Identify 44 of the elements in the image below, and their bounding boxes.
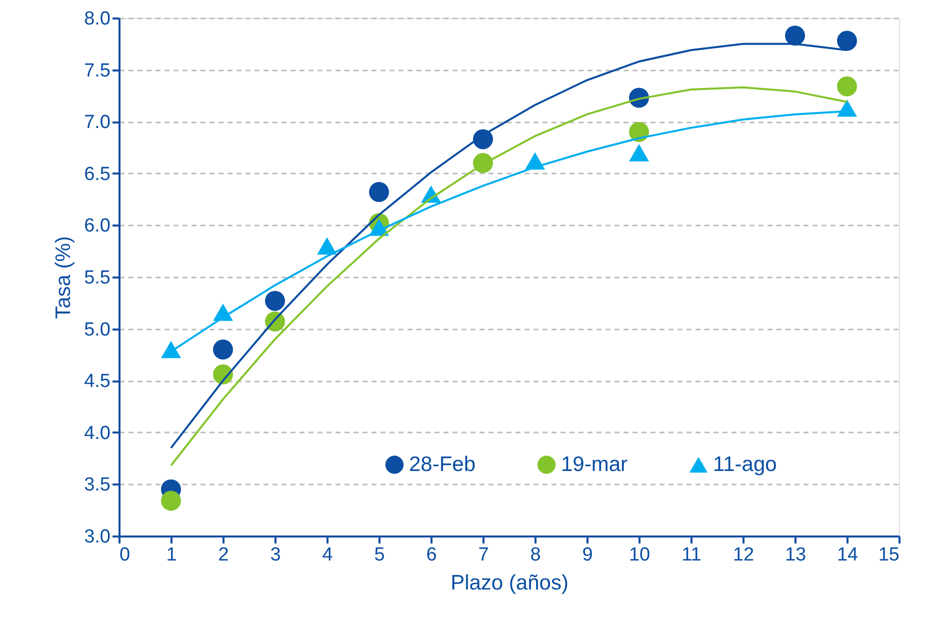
y-tick-label: 5.0	[84, 319, 110, 340]
x-tick-label: 2	[218, 544, 229, 566]
point	[161, 490, 181, 511]
legend-label: 11-ago	[713, 452, 777, 476]
x-tick-label: 11	[682, 544, 702, 566]
x-tick-label: 0	[120, 544, 130, 566]
x-tick-label: 15	[878, 544, 900, 566]
x-tick-label: 10	[628, 544, 650, 566]
x-tick-label: 8	[530, 544, 541, 566]
x-tick-label: 9	[582, 544, 593, 566]
point	[629, 144, 649, 162]
point	[213, 340, 233, 360]
legend-label: 19-mar	[561, 452, 628, 476]
y-tick-label: 3.0	[84, 526, 110, 548]
y-tick-label: 6.5	[84, 164, 110, 185]
y-tick-label: 6.0	[84, 216, 110, 237]
x-tick-label: 13	[784, 544, 806, 566]
point	[837, 30, 857, 51]
point	[265, 290, 285, 311]
y-tick-label: 4.5	[84, 371, 110, 392]
point	[317, 237, 337, 255]
point	[785, 26, 805, 46]
point	[837, 99, 857, 117]
y-axis-title: Tasa (%)	[52, 236, 76, 319]
point	[837, 76, 857, 96]
y-tick-label: 8.0	[84, 8, 110, 30]
x-axis-title: Plazo (años)	[450, 572, 568, 594]
x-tick-label: 6	[426, 544, 437, 566]
y-tick-label: 5.5	[84, 268, 110, 288]
legend-label: 28-Feb	[409, 452, 476, 476]
point	[369, 182, 389, 202]
point	[161, 340, 181, 358]
y-tick-label: 7.0	[84, 112, 110, 134]
x-tick-label: 7	[478, 544, 489, 566]
y-tick-label: 3.5	[84, 474, 110, 496]
x-tick-label: 4	[322, 544, 334, 566]
point	[629, 122, 649, 142]
x-tick-label: 1	[166, 544, 177, 566]
x-tick-label: 14	[836, 544, 858, 566]
y-tick-label: 4.0	[84, 422, 110, 444]
x-tick-label: 12	[732, 544, 754, 566]
x-tick-label: 3	[270, 544, 281, 566]
x-tick-label: 5	[374, 544, 385, 566]
y-tick-label: 7.5	[84, 60, 110, 82]
